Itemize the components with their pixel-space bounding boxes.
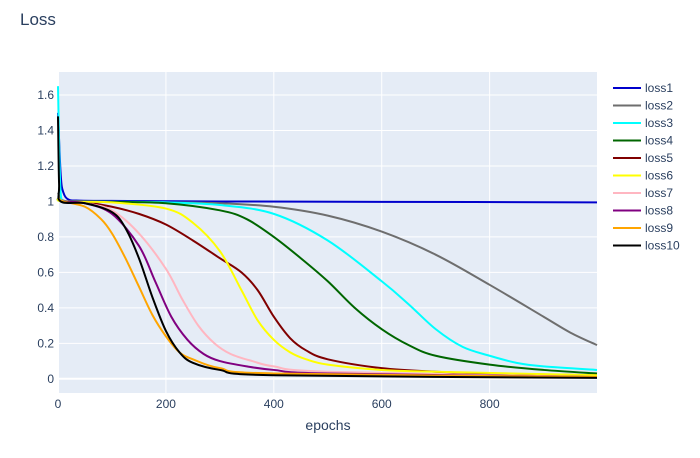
legend-label: loss9 — [645, 221, 673, 235]
legend-item-loss4[interactable]: loss4 — [613, 134, 673, 148]
x-tick-label: 0 — [55, 397, 62, 411]
x-axis-title: epochs — [305, 417, 350, 433]
y-tick-label: 0.4 — [37, 301, 54, 315]
legend-item-loss5[interactable]: loss5 — [613, 151, 673, 165]
y-tick-labels: 0 0.2 0.4 0.6 0.8 1 1.2 1.4 1.6 — [37, 88, 54, 386]
series-line-loss4 — [56, 197, 598, 375]
series-lines — [56, 86, 598, 379]
y-tick-label: 1.2 — [37, 159, 54, 173]
x-tick-label: 800 — [480, 397, 500, 411]
x-tick-label: 400 — [264, 397, 284, 411]
legend-label: loss2 — [645, 99, 673, 113]
chart-title: Loss — [20, 10, 56, 29]
legend-label: loss1 — [645, 81, 673, 95]
plot-area — [58, 72, 597, 393]
legend-label: loss7 — [645, 186, 673, 200]
series-line-loss9 — [57, 197, 598, 379]
legend-item-loss10[interactable]: loss10 — [613, 239, 680, 253]
legend-label: loss8 — [645, 204, 673, 218]
legend-item-loss9[interactable]: loss9 — [613, 221, 673, 235]
series-line-loss6 — [56, 197, 598, 377]
legend-label: loss10 — [645, 239, 680, 253]
x-tick-labels: 0 200 400 600 800 — [55, 397, 500, 411]
series-line-loss10 — [57, 116, 598, 379]
legend-label: loss6 — [645, 169, 673, 183]
legend-label: loss5 — [645, 151, 673, 165]
y-tick-label: 0.6 — [37, 265, 54, 279]
legend-item-loss6[interactable]: loss6 — [613, 169, 673, 183]
y-tick-label: 0 — [47, 372, 54, 386]
legend-item-loss1[interactable]: loss1 — [613, 81, 673, 95]
y-tick-label: 0.2 — [37, 336, 54, 350]
y-tick-label: 1.4 — [37, 124, 54, 138]
y-tick-label: 1.6 — [37, 88, 54, 102]
legend-label: loss4 — [645, 134, 673, 148]
legend-item-loss8[interactable]: loss8 — [613, 204, 673, 218]
legend-item-loss7[interactable]: loss7 — [613, 186, 673, 200]
y-tick-label: 1 — [47, 194, 54, 208]
legend-label: loss3 — [645, 116, 673, 130]
x-tick-label: 200 — [156, 397, 176, 411]
legend[interactable]: loss1 loss2 loss3 loss4 loss5 loss6 loss7 loss8… — [613, 81, 680, 253]
y-tick-label: 0.8 — [37, 230, 54, 244]
x-tick-label: 600 — [372, 397, 392, 411]
legend-item-loss3[interactable]: loss3 — [613, 116, 673, 130]
legend-item-loss2[interactable]: loss2 — [613, 99, 673, 113]
